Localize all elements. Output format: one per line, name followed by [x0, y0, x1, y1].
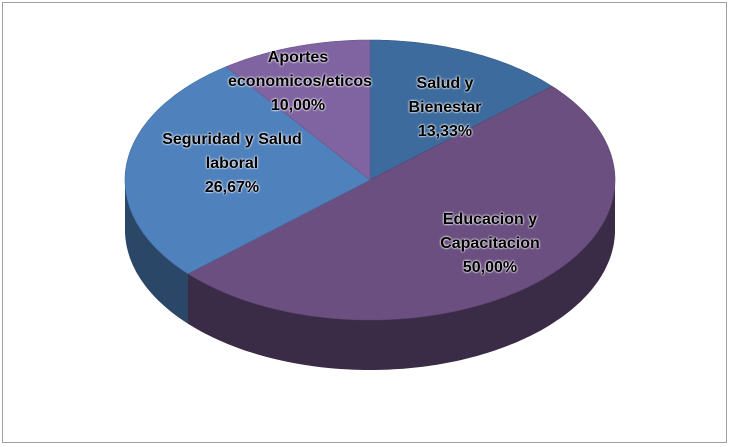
pie-slice — [369, 39, 553, 181]
chart-frame — [2, 2, 727, 443]
slice-value-label: 10,00% — [270, 97, 326, 114]
pie-slice-side — [188, 180, 615, 370]
pie-slice — [225, 39, 371, 181]
slice-value-label: 50,00% — [462, 259, 518, 276]
pie-slice-side — [125, 180, 188, 324]
slice-label: Salud y Bienestar — [408, 75, 482, 116]
slice-label: Aportes economicos/eticos — [228, 49, 373, 90]
slice-value-label: 26,67% — [204, 179, 260, 196]
pie-slice — [124, 66, 371, 275]
slice-label: Educacion y Capacitacion — [440, 211, 540, 252]
slice-value-label: 13,33% — [417, 123, 473, 140]
pie-slice — [187, 85, 616, 321]
slice-label: Seguridad y Salud laboral — [162, 131, 302, 172]
